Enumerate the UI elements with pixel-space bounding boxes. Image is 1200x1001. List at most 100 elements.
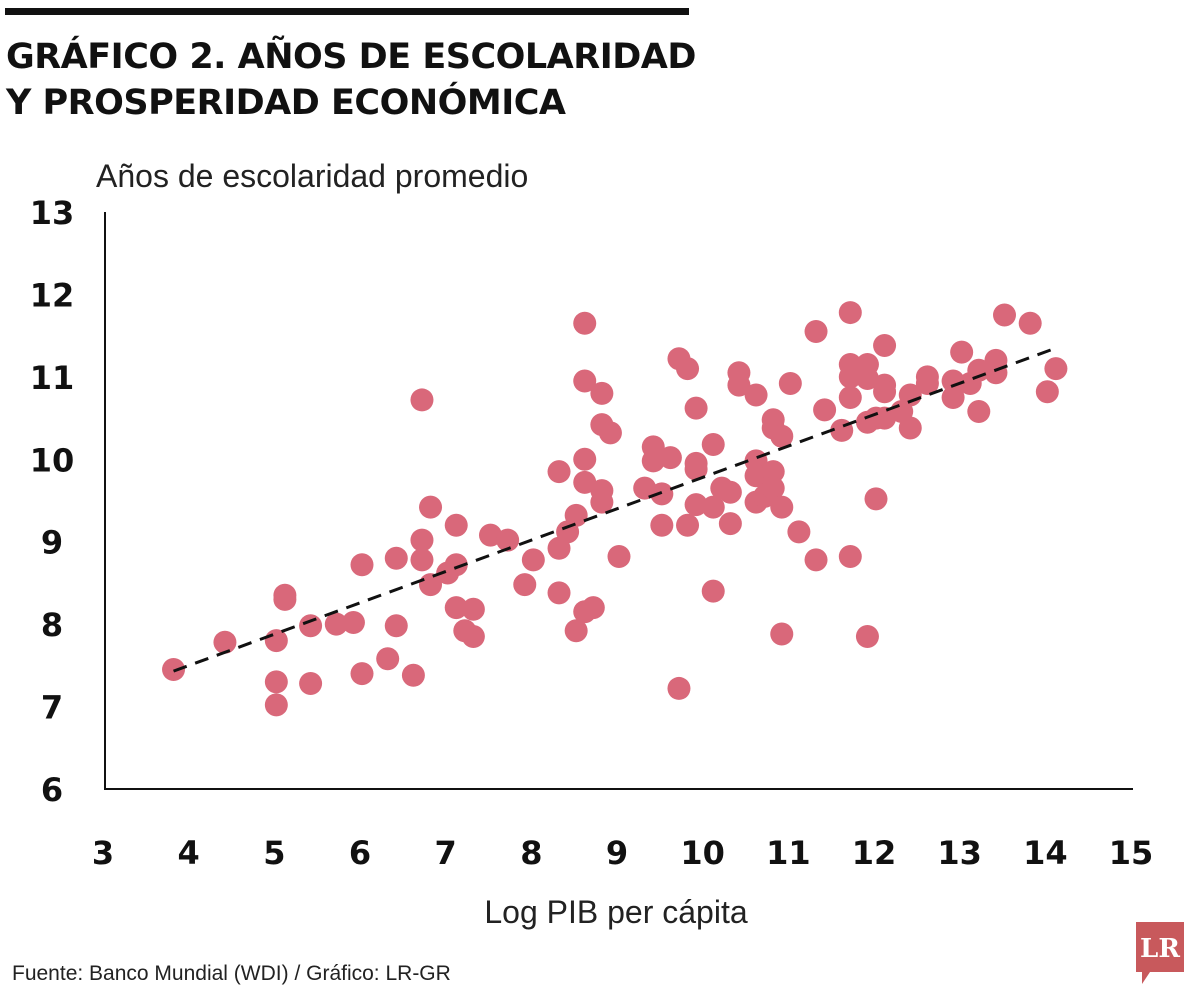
data-point [804,548,828,572]
x-tick-label: 14 [1023,834,1068,872]
data-point [496,528,520,552]
x-tick-label: 9 [606,834,628,872]
data-point [410,548,434,572]
y-tick-label: 7 [41,689,63,727]
data-point [564,503,588,527]
data-point [684,457,708,481]
data-point [778,371,802,395]
data-point [461,625,485,649]
y-tick-label: 10 [30,441,75,479]
data-point [573,369,597,393]
data-point [898,416,922,440]
data-point [1035,380,1059,404]
x-tick-label: 7 [435,834,457,872]
data-point [744,383,768,407]
data-point [299,671,323,695]
x-tick-label: 10 [680,834,725,872]
data-point [573,447,597,471]
chart-title-line-2: Y PROSPERIDAD ECONÓMICA [6,83,566,123]
y-tick-label: 12 [30,276,75,314]
lr-logo: LR [1136,922,1184,984]
data-point [419,573,443,597]
source-note: Fuente: Banco Mundial (WDI) / Gráfico: L… [12,962,451,985]
data-point [162,657,186,681]
x-tick-label: 15 [1109,834,1154,872]
data-point [787,520,811,544]
data-point [855,625,879,649]
data-point [770,424,794,448]
data-point [701,432,725,456]
data-point [213,630,237,654]
top-rule [5,8,689,15]
data-point [590,490,614,514]
data-point [598,421,622,445]
data-point [419,495,443,519]
chart-title-line-1: GRÁFICO 2. AÑOS DE ESCOLARIDAD [6,37,696,77]
data-point [376,647,400,671]
data-point [838,385,862,409]
data-points [162,301,1068,717]
data-point [873,380,897,404]
y-tick-label: 6 [41,771,63,809]
data-point [581,596,605,620]
data-point [299,614,323,638]
x-tick-label: 8 [520,834,542,872]
data-point [993,303,1016,327]
data-point [461,597,485,621]
data-point [967,399,991,423]
data-point [718,512,742,536]
y-tick-label: 11 [30,359,75,397]
data-point [444,513,468,537]
chart-title: GRÁFICO 2. AÑOS DE ESCOLARIDAD Y PROSPER… [6,34,726,126]
data-point [641,449,665,473]
data-point [701,579,725,603]
data-point [770,622,794,646]
data-point [607,545,631,569]
y-axis-title: Años de escolaridad promedio [96,158,528,194]
y-tick-labels: 6 7 8 9 10 11 12 13 [30,194,75,809]
data-point [547,460,571,484]
data-point [384,614,408,638]
data-point [573,311,597,335]
data-point [444,553,468,577]
data-point [264,693,288,717]
data-point [727,373,751,397]
data-point [941,369,965,393]
data-point [761,460,785,484]
data-point [813,398,837,422]
y-tick-label: 9 [41,524,63,562]
data-point [573,470,597,494]
x-axis-title: Log PIB per cápita [484,894,747,930]
data-point [444,596,468,620]
lr-logo-text: LR [1140,934,1180,964]
data-point [676,513,700,537]
data-point [838,545,862,569]
y-tick-label: 13 [30,194,75,232]
data-point [950,340,974,364]
data-point [838,301,862,325]
data-point [770,495,794,519]
x-tick-label: 3 [92,834,114,872]
data-point [701,495,725,519]
data-point [967,358,991,382]
data-point [658,446,682,470]
data-point [984,361,1008,385]
x-tick-label: 12 [852,834,897,872]
data-point [513,573,537,597]
x-tick-label: 13 [937,834,982,872]
data-point [264,670,288,694]
x-tick-label: 5 [263,834,285,872]
data-point [1044,357,1068,381]
data-point [564,619,588,643]
data-point [873,334,897,358]
data-point [650,513,674,537]
data-point [1018,311,1042,335]
data-point [547,581,571,605]
data-point [915,371,939,395]
x-tick-label: 6 [349,834,371,872]
data-point [273,583,297,607]
data-point [264,629,288,653]
data-point [384,546,408,570]
trend-line [173,348,1053,673]
data-point [676,357,700,381]
